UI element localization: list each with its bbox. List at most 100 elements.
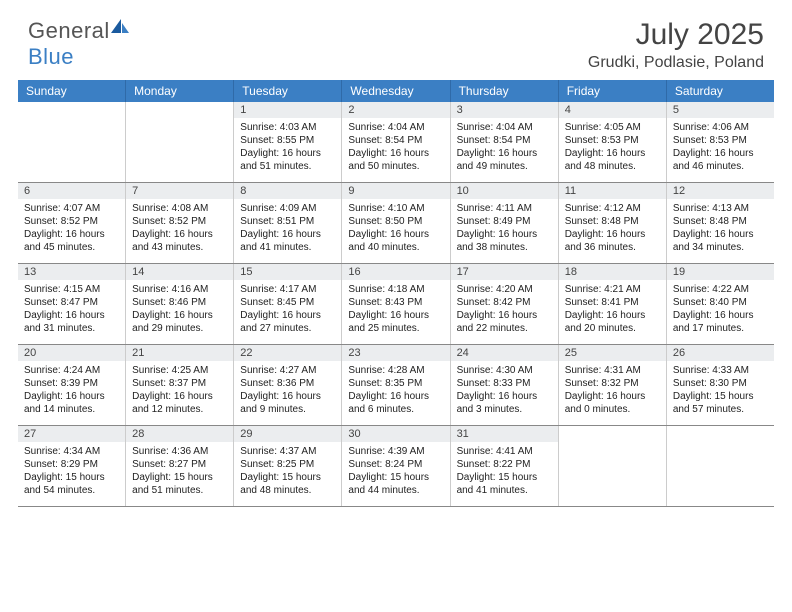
day-cell: 25Sunrise: 4:31 AMSunset: 8:32 PMDayligh… (559, 345, 667, 425)
daylight-text: Daylight: 15 hours and 51 minutes. (132, 471, 227, 497)
sunset-text: Sunset: 8:55 PM (240, 134, 335, 147)
sunset-text: Sunset: 8:50 PM (348, 215, 443, 228)
sunrise-text: Sunrise: 4:07 AM (24, 202, 119, 215)
sunrise-text: Sunrise: 4:33 AM (673, 364, 768, 377)
daylight-text: Daylight: 16 hours and 6 minutes. (348, 390, 443, 416)
sunrise-text: Sunrise: 4:08 AM (132, 202, 227, 215)
day-number: 10 (451, 183, 558, 199)
day-content: Sunrise: 4:36 AMSunset: 8:27 PMDaylight:… (126, 442, 233, 503)
empty-cell (667, 426, 774, 506)
sunset-text: Sunset: 8:29 PM (24, 458, 119, 471)
day-cell: 12Sunrise: 4:13 AMSunset: 8:48 PMDayligh… (667, 183, 774, 263)
daylight-text: Daylight: 16 hours and 9 minutes. (240, 390, 335, 416)
day-content: Sunrise: 4:04 AMSunset: 8:54 PMDaylight:… (342, 118, 449, 179)
sunrise-text: Sunrise: 4:25 AM (132, 364, 227, 377)
sunset-text: Sunset: 8:47 PM (24, 296, 119, 309)
sunset-text: Sunset: 8:24 PM (348, 458, 443, 471)
day-number: 5 (667, 102, 774, 118)
location-text: Grudki, Podlasie, Poland (588, 54, 764, 72)
day-cell: 30Sunrise: 4:39 AMSunset: 8:24 PMDayligh… (342, 426, 450, 506)
day-content: Sunrise: 4:16 AMSunset: 8:46 PMDaylight:… (126, 280, 233, 341)
day-cell: 26Sunrise: 4:33 AMSunset: 8:30 PMDayligh… (667, 345, 774, 425)
day-number: 19 (667, 264, 774, 280)
day-cell: 8Sunrise: 4:09 AMSunset: 8:51 PMDaylight… (234, 183, 342, 263)
daylight-text: Daylight: 15 hours and 41 minutes. (457, 471, 552, 497)
sunset-text: Sunset: 8:25 PM (240, 458, 335, 471)
brand-word-1: General (28, 18, 110, 43)
header: GeneralBlue July 2025 Grudki, Podlasie, … (0, 0, 792, 80)
daylight-text: Daylight: 16 hours and 38 minutes. (457, 228, 552, 254)
sunset-text: Sunset: 8:30 PM (673, 377, 768, 390)
daylight-text: Daylight: 16 hours and 0 minutes. (565, 390, 660, 416)
empty-cell (126, 102, 234, 182)
day-content: Sunrise: 4:03 AMSunset: 8:55 PMDaylight:… (234, 118, 341, 179)
logo-sail-icon (111, 13, 129, 27)
day-number: 29 (234, 426, 341, 442)
day-header: Monday (126, 80, 234, 102)
daylight-text: Daylight: 16 hours and 20 minutes. (565, 309, 660, 335)
week-row: 1Sunrise: 4:03 AMSunset: 8:55 PMDaylight… (18, 102, 774, 183)
daylight-text: Daylight: 16 hours and 51 minutes. (240, 147, 335, 173)
day-cell: 3Sunrise: 4:04 AMSunset: 8:54 PMDaylight… (451, 102, 559, 182)
sunset-text: Sunset: 8:53 PM (673, 134, 768, 147)
sunset-text: Sunset: 8:36 PM (240, 377, 335, 390)
day-content: Sunrise: 4:13 AMSunset: 8:48 PMDaylight:… (667, 199, 774, 260)
daylight-text: Daylight: 16 hours and 14 minutes. (24, 390, 119, 416)
sunrise-text: Sunrise: 4:12 AM (565, 202, 660, 215)
day-cell: 5 Sunrise: 4:06 AMSunset: 8:53 PMDaylight… (667, 102, 774, 182)
daylight-text: Daylight: 16 hours and 45 minutes. (24, 228, 119, 254)
day-cell: 7Sunrise: 4:08 AMSunset: 8:52 PMDaylight… (126, 183, 234, 263)
brand-word-2: Blue (28, 44, 74, 69)
daylight-text: Daylight: 16 hours and 36 minutes. (565, 228, 660, 254)
day-content: Sunrise: 4:39 AMSunset: 8:24 PMDaylight:… (342, 442, 449, 503)
weeks-container: 1Sunrise: 4:03 AMSunset: 8:55 PMDaylight… (18, 102, 774, 507)
day-number: 30 (342, 426, 449, 442)
day-header: Thursday (451, 80, 559, 102)
daylight-text: Daylight: 16 hours and 29 minutes. (132, 309, 227, 335)
daylight-text: Daylight: 16 hours and 46 minutes. (673, 147, 768, 173)
day-content: Sunrise: 4:31 AMSunset: 8:32 PMDaylight:… (559, 361, 666, 422)
day-content: Sunrise: 4:24 AMSunset: 8:39 PMDaylight:… (18, 361, 125, 422)
day-content: Sunrise: 4:33 AMSunset: 8:30 PMDaylight:… (667, 361, 774, 422)
day-cell: 6Sunrise: 4:07 AMSunset: 8:52 PMDaylight… (18, 183, 126, 263)
daylight-text: Daylight: 16 hours and 17 minutes. (673, 309, 768, 335)
day-number: 23 (342, 345, 449, 361)
day-cell: 31Sunrise: 4:41 AMSunset: 8:22 PMDayligh… (451, 426, 559, 506)
day-content: Sunrise: 4:30 AMSunset: 8:33 PMDaylight:… (451, 361, 558, 422)
day-header: Friday (559, 80, 667, 102)
sunrise-text: Sunrise: 4:37 AM (240, 445, 335, 458)
sunrise-text: Sunrise: 4:18 AM (348, 283, 443, 296)
day-content: Sunrise: 4:12 AMSunset: 8:48 PMDaylight:… (559, 199, 666, 260)
day-number: 22 (234, 345, 341, 361)
day-number: 12 (667, 183, 774, 199)
day-number: 25 (559, 345, 666, 361)
sunrise-text: Sunrise: 4:21 AM (565, 283, 660, 296)
sunrise-text: Sunrise: 4:30 AM (457, 364, 552, 377)
day-content: Sunrise: 4:07 AMSunset: 8:52 PMDaylight:… (18, 199, 125, 260)
day-content: Sunrise: 4:11 AMSunset: 8:49 PMDaylight:… (451, 199, 558, 260)
sunset-text: Sunset: 8:49 PM (457, 215, 552, 228)
day-cell: 16Sunrise: 4:18 AMSunset: 8:43 PMDayligh… (342, 264, 450, 344)
day-number: 9 (342, 183, 449, 199)
sunrise-text: Sunrise: 4:17 AM (240, 283, 335, 296)
day-cell: 27Sunrise: 4:34 AMSunset: 8:29 PMDayligh… (18, 426, 126, 506)
sunset-text: Sunset: 8:32 PM (565, 377, 660, 390)
day-cell: 29Sunrise: 4:37 AMSunset: 8:25 PMDayligh… (234, 426, 342, 506)
day-cell: 14Sunrise: 4:16 AMSunset: 8:46 PMDayligh… (126, 264, 234, 344)
day-number: 15 (234, 264, 341, 280)
day-number: 4 (559, 102, 666, 118)
day-cell: 10Sunrise: 4:11 AMSunset: 8:49 PMDayligh… (451, 183, 559, 263)
sunset-text: Sunset: 8:48 PM (673, 215, 768, 228)
day-number: 18 (559, 264, 666, 280)
day-header-row: SundayMondayTuesdayWednesdayThursdayFrid… (18, 80, 774, 102)
day-content: Sunrise: 4:25 AMSunset: 8:37 PMDaylight:… (126, 361, 233, 422)
sunrise-text: Sunrise: 4:06 AM (673, 121, 768, 134)
day-number: 7 (126, 183, 233, 199)
day-number: 27 (18, 426, 125, 442)
daylight-text: Daylight: 16 hours and 48 minutes. (565, 147, 660, 173)
sunset-text: Sunset: 8:46 PM (132, 296, 227, 309)
calendar: SundayMondayTuesdayWednesdayThursdayFrid… (18, 80, 774, 507)
daylight-text: Daylight: 16 hours and 49 minutes. (457, 147, 552, 173)
day-header: Saturday (667, 80, 774, 102)
daylight-text: Daylight: 16 hours and 25 minutes. (348, 309, 443, 335)
